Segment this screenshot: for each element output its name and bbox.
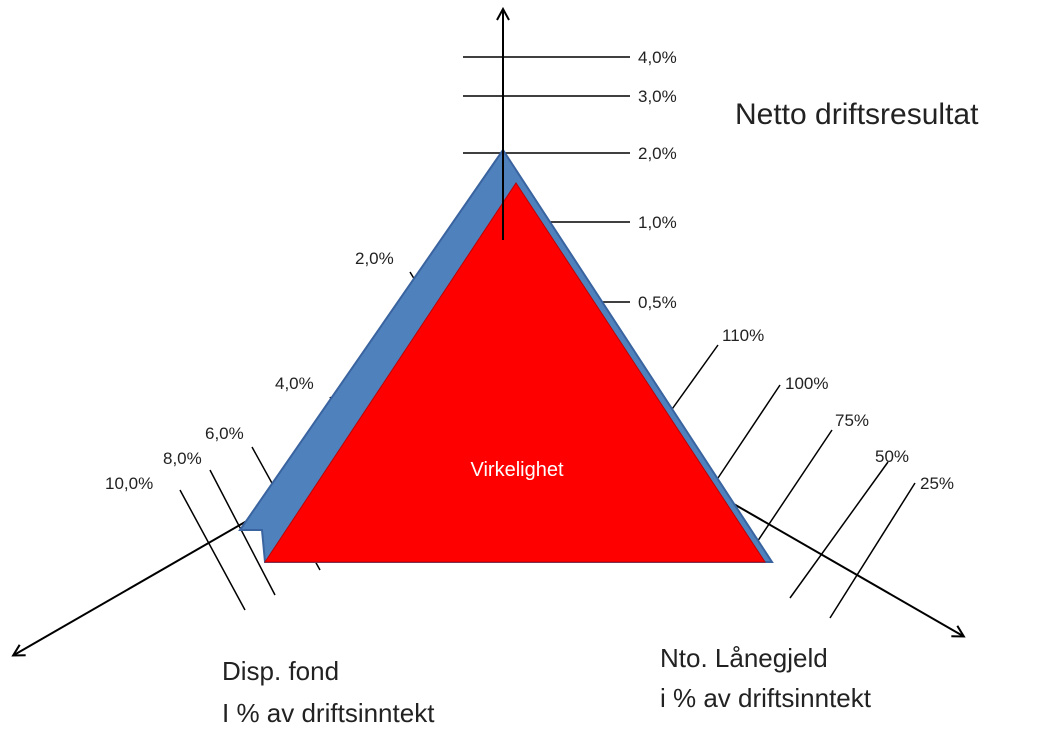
axis-title: I % av driftsinntekt xyxy=(222,698,435,728)
tick-label: 1,0% xyxy=(638,213,677,232)
tick-line xyxy=(829,482,916,619)
tick-line xyxy=(789,461,889,599)
tick-label: 110% xyxy=(722,326,764,345)
tick-label: 10,0% xyxy=(105,474,153,493)
tick-label: 8,0% xyxy=(163,449,202,468)
tick-label: 3,0% xyxy=(638,87,677,106)
tick-label: 4,0% xyxy=(638,48,677,67)
right-ticks xyxy=(669,344,916,619)
tick-label: 75% xyxy=(835,411,869,430)
axis-title: Nto. Lånegjeld xyxy=(660,643,828,673)
axis-title: Disp. fond xyxy=(222,656,339,686)
tick-line xyxy=(209,469,276,596)
tick-label: 25% xyxy=(920,474,954,493)
actual-triangle xyxy=(264,182,766,563)
tick-label: 100% xyxy=(785,374,828,393)
axis-title: Netto driftsresultat xyxy=(735,98,979,131)
tick-line xyxy=(179,489,246,611)
tick-label: 2,0% xyxy=(638,144,677,163)
tick-line xyxy=(717,384,781,479)
tick-line xyxy=(744,429,833,561)
tick-line xyxy=(669,344,719,413)
tick-label: 50% xyxy=(875,447,909,466)
tick-label: 2,0% xyxy=(355,249,394,268)
tick-label: 6,0% xyxy=(205,424,244,443)
center-label: Virkelighet xyxy=(470,459,563,481)
axis-title: i % av driftsinntekt xyxy=(660,683,872,713)
tick-label: 4,0% xyxy=(275,374,314,393)
tick-label: 0,5% xyxy=(638,293,677,312)
